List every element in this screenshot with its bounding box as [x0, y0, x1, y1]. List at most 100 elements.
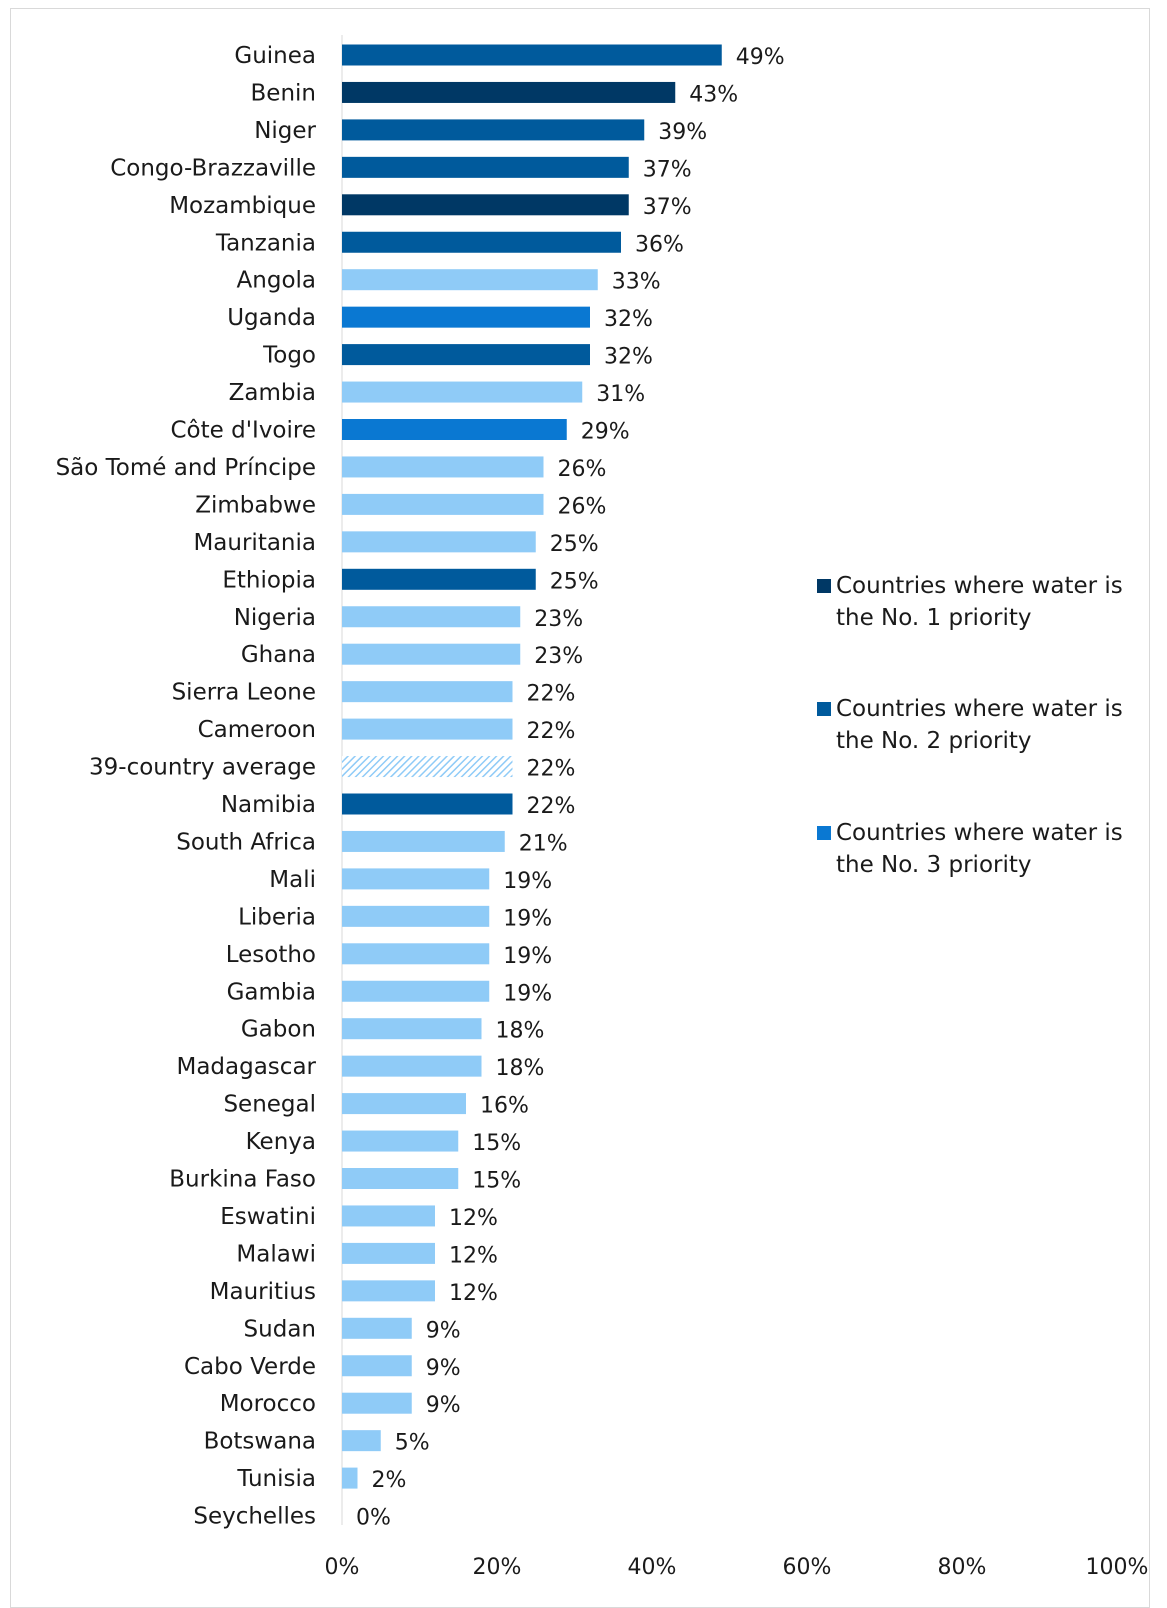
category-label: Guinea — [234, 43, 316, 69]
bar — [342, 606, 521, 628]
category-label: Benin — [251, 80, 316, 106]
value-label: 9% — [426, 1356, 461, 1381]
value-label: 22% — [527, 757, 576, 782]
category-label: Burkina Faso — [169, 1167, 316, 1193]
bar — [342, 643, 521, 665]
bar — [342, 1130, 459, 1152]
x-tick-label: 0% — [325, 1555, 360, 1580]
bar — [342, 493, 544, 515]
value-label: 36% — [635, 232, 684, 257]
bar — [342, 1242, 435, 1264]
bar — [342, 306, 590, 328]
bar — [342, 905, 490, 927]
category-label: Seychelles — [193, 1504, 316, 1530]
value-label: 22% — [527, 682, 576, 707]
category-label: Ethiopia — [222, 567, 316, 593]
category-label: Gabon — [241, 1017, 316, 1043]
value-label: 15% — [472, 1169, 521, 1194]
value-label: 19% — [503, 944, 552, 969]
category-label: Congo-Brazzaville — [110, 155, 316, 181]
x-axis-ticks: 0% 20% 40% 60% 80% 100% — [325, 1555, 1149, 1580]
value-label: 18% — [496, 1056, 545, 1081]
value-label: 16% — [480, 1094, 529, 1119]
category-label: Mauritania — [193, 530, 316, 556]
value-label: 49% — [736, 45, 785, 70]
bar — [342, 1205, 435, 1227]
bar — [342, 531, 536, 553]
value-label: 19% — [503, 869, 552, 894]
bar — [342, 1168, 459, 1189]
bar — [342, 1392, 412, 1414]
bar — [342, 344, 590, 366]
legend-swatch-icon — [817, 579, 831, 593]
value-label: 26% — [558, 457, 607, 482]
value-label: 15% — [472, 1131, 521, 1156]
value-label: 25% — [550, 569, 599, 594]
value-label: 37% — [643, 195, 692, 220]
bar — [342, 793, 513, 815]
category-label: Malawi — [236, 1241, 316, 1267]
bar — [342, 456, 544, 478]
category-label: Nigeria — [234, 605, 316, 631]
value-label: 12% — [449, 1243, 498, 1268]
bar — [342, 1093, 466, 1115]
category-label: Kenya — [246, 1129, 316, 1155]
value-label: 31% — [596, 382, 645, 407]
x-tick-label: 40% — [628, 1555, 677, 1580]
x-tick-label: 100% — [1086, 1555, 1149, 1580]
value-label: 2% — [372, 1468, 407, 1493]
category-label: Zambia — [229, 380, 316, 406]
bar — [342, 568, 536, 590]
category-label: Botswana — [204, 1429, 316, 1455]
category-label: Gambia — [227, 979, 316, 1005]
category-label: Tanzania — [215, 230, 316, 256]
legend-swatch-icon — [817, 702, 831, 716]
value-label: 29% — [581, 420, 630, 445]
bar — [342, 1430, 381, 1452]
bar — [342, 1355, 412, 1377]
category-label: Eswatini — [220, 1204, 316, 1230]
bar — [342, 44, 722, 66]
bars-layer: Guinea 49% Benin 43% Niger 39% Congo-Brazzavil… — [56, 35, 785, 1531]
legend-label: Countries where water is the No. 3 prior… — [836, 820, 1123, 878]
legend-label: Countries where water is the No. 2 prior… — [836, 696, 1123, 754]
category-label: Madagascar — [176, 1054, 316, 1080]
value-label: 22% — [527, 794, 576, 819]
category-label: Mali — [269, 867, 316, 893]
value-label: 12% — [449, 1206, 498, 1231]
category-label: Mozambique — [169, 193, 316, 219]
value-label: 9% — [426, 1318, 461, 1343]
category-label: Angola — [237, 268, 316, 294]
value-label: 33% — [612, 270, 661, 295]
x-tick-label: 80% — [938, 1555, 987, 1580]
category-label: Zimbabwe — [195, 492, 316, 518]
bar — [342, 830, 505, 852]
bar — [342, 718, 513, 740]
value-label: 32% — [604, 307, 653, 332]
category-label: South Africa — [176, 829, 316, 855]
category-label: Cameroon — [198, 717, 316, 743]
category-label: Cabo Verde — [184, 1354, 316, 1380]
category-label: Niger — [254, 118, 316, 144]
bar — [342, 1467, 358, 1489]
category-label: Senegal — [223, 1092, 316, 1118]
category-label: Mauritius — [210, 1279, 316, 1305]
category-label: Uganda — [227, 305, 316, 331]
category-label: Lesotho — [226, 942, 316, 968]
value-label: 5% — [395, 1431, 430, 1456]
value-label: 19% — [503, 981, 552, 1006]
bar — [342, 868, 490, 890]
category-label: Liberia — [238, 904, 316, 930]
category-label: Togo — [262, 343, 316, 369]
value-label: 39% — [658, 120, 707, 145]
bar — [342, 1280, 435, 1302]
bar — [342, 194, 629, 216]
value-label: 18% — [496, 1019, 545, 1044]
category-label: São Tomé and Príncipe — [56, 455, 316, 481]
value-label: 0% — [356, 1506, 391, 1531]
value-label: 37% — [643, 157, 692, 182]
value-label: 25% — [550, 532, 599, 557]
value-label: 21% — [519, 831, 568, 856]
bar — [342, 119, 645, 141]
